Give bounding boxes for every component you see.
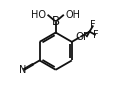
- Text: N: N: [19, 65, 26, 75]
- Text: O: O: [76, 32, 84, 42]
- Text: F: F: [90, 20, 96, 30]
- Text: OH: OH: [66, 10, 80, 20]
- Text: HO: HO: [31, 10, 46, 20]
- Text: F: F: [83, 32, 89, 42]
- Text: F: F: [93, 30, 99, 40]
- Text: B: B: [52, 15, 60, 28]
